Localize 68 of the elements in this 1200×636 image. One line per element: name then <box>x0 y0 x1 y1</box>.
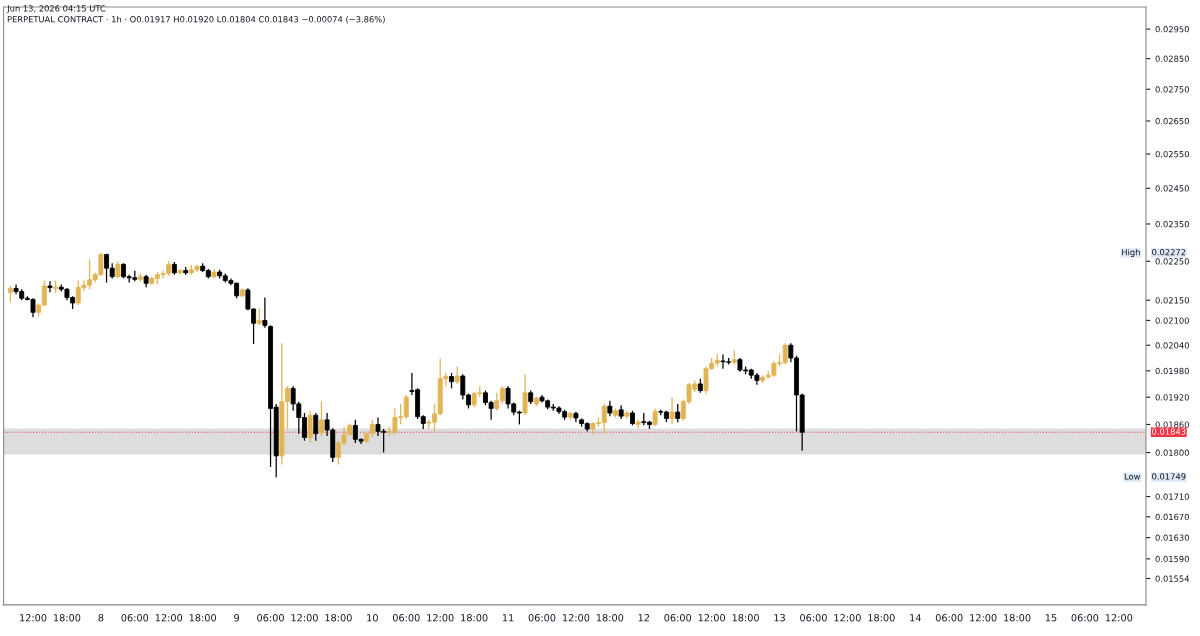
x-tick-label: 06:00 <box>935 614 963 622</box>
y-tick-label: 0.01860 <box>1155 421 1189 428</box>
x-tick-label: 14 <box>910 614 921 622</box>
x-tick-label: 12:00 <box>834 614 861 622</box>
x-tick-label: 12:00 <box>1105 614 1133 622</box>
x-tick-label: 18:00 <box>325 614 352 622</box>
x-tick-label: 8 <box>98 614 104 622</box>
x-tick-label: 13 <box>774 614 785 622</box>
text: 0.02272 <box>1152 249 1186 256</box>
candlestick <box>307 410 313 444</box>
y-tick-label: 0.02100 <box>1155 317 1189 324</box>
candlestick <box>313 412 319 442</box>
x-tick-label: 06:00 <box>528 614 556 622</box>
y-tick-label: 0.01800 <box>1155 449 1189 456</box>
y-tick-label: 0.02040 <box>1155 342 1189 349</box>
y-tick-label: 0.02650 <box>1155 117 1189 125</box>
y-tick-label: 0.01710 <box>1155 493 1189 500</box>
candlestick <box>669 396 675 426</box>
x-tick-label: 9 <box>234 614 240 622</box>
x-tick-label: 12:00 <box>291 614 318 622</box>
candlestick <box>47 280 53 293</box>
y-tick-label: 0.02350 <box>1155 220 1189 228</box>
x-tick-label: 15 <box>1045 614 1057 622</box>
y-tick-label: 0.02250 <box>1155 258 1189 265</box>
ref-line-label: 0.01843 <box>1152 428 1186 435</box>
x-tick-label: 12 <box>638 614 650 622</box>
text: PERPETUAL CONTRACT · 1h · O0.01917 H0.01920 L0.01804 C0.01843 −0.00074 (−3.86%) <box>7 15 385 24</box>
x-tick-label: 12:00 <box>20 614 47 622</box>
y-tick-label: 0.01670 <box>1155 513 1189 521</box>
y-tick-label: 0.01590 <box>1155 555 1189 563</box>
x-tick-label: 12:00 <box>427 614 454 622</box>
x-tick-label: 11 <box>502 614 514 622</box>
y-tick-label: 0.02850 <box>1155 55 1189 62</box>
x-tick-label: 18:00 <box>868 614 895 622</box>
x-tick-label: 18:00 <box>732 614 759 622</box>
annotation: High <box>1122 248 1140 257</box>
annotation: Low <box>1124 473 1141 480</box>
x-tick-label: 18:00 <box>189 614 217 622</box>
y-tick-label: 0.01630 <box>1155 534 1189 541</box>
x-tick-label: 06:00 <box>664 614 692 622</box>
x-tick-label: 06:00 <box>1071 614 1099 622</box>
x-tick-label: 18:00 <box>1004 614 1031 622</box>
x-tick-label: 06:00 <box>257 614 284 622</box>
x-tick-label: 12:00 <box>562 614 590 622</box>
x-tick-label: 12:00 <box>155 614 183 622</box>
y-tick-label: 0.02550 <box>1155 150 1189 158</box>
text: 0.01749 <box>1152 473 1186 480</box>
candlestick <box>522 373 528 416</box>
candlestick <box>675 403 681 423</box>
x-tick-label: 12:00 <box>970 614 997 622</box>
y-tick-label: 0.02950 <box>1155 26 1189 33</box>
x-tick-label: 10 <box>367 614 378 622</box>
x-tick-label: 06:00 <box>121 614 149 622</box>
candlestick <box>318 401 324 437</box>
x-tick-label: 06:00 <box>800 614 827 622</box>
y-tick-label: 0.01920 <box>1155 394 1189 401</box>
y-tick-label: 0.02150 <box>1155 297 1189 304</box>
y-tick-label: 0.01980 <box>1155 367 1189 375</box>
x-tick-label: 18:00 <box>461 614 488 622</box>
x-tick-label: 06:00 <box>392 614 420 622</box>
y-tick-label: 0.02750 <box>1155 86 1189 93</box>
x-tick-label: 18:00 <box>54 614 81 622</box>
chart-subtitle: Jun 13, 2026 04:15 UTC <box>6 5 106 14</box>
y-tick-label: 0.02450 <box>1155 185 1189 192</box>
y-tick-label: 0.01554 <box>1155 575 1190 582</box>
x-tick-label: 12:00 <box>698 614 726 622</box>
x-tick-label: 18:00 <box>596 614 624 622</box>
candlestick <box>262 296 268 329</box>
